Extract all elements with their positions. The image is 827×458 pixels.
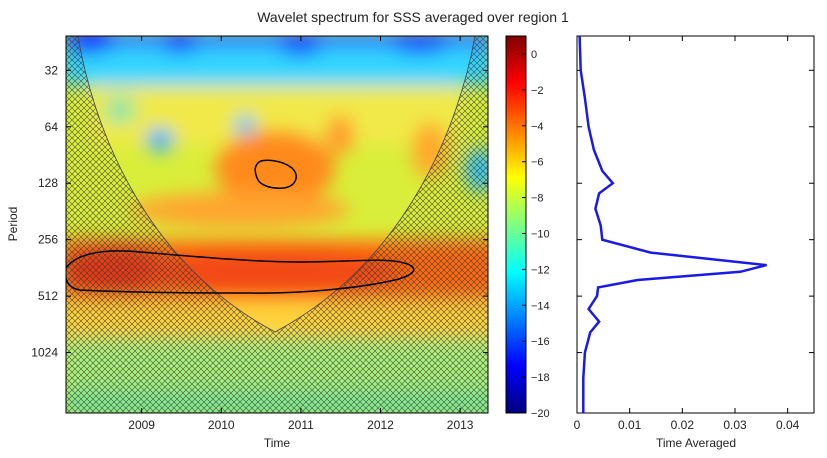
significance-contour-upper [254,159,297,189]
y-tick-label: 128 [38,176,58,190]
colorbar-gradient [505,35,527,414]
wavelet-panel: 2009 2010 2011 2012 2013 32 64 128 256 512 1024 T… [6,35,489,450]
y-tick-label: 32 [45,63,59,77]
x-tick-label: 2010 [208,418,235,432]
right-x-tick-label: 0.03 [723,418,747,432]
colorbar-tick-label: −10 [531,228,550,240]
y-tick-label: 64 [45,120,59,134]
x-tick-label: 2013 [447,418,474,432]
y-tick-label: 512 [38,289,58,303]
y-tick-label: 1024 [31,346,58,360]
colorbar-ticks: 0 −2 −4 −6 −8 −10 −12 −14 −16 −18 −20 [522,49,550,420]
chart-title: Wavelet spectrum for SSS averaged over r… [257,9,569,25]
colorbar-tick-label: −14 [531,300,550,312]
right-x-axis-ticks: 0 0.01 0.02 0.03 0.04 [574,36,800,432]
colorbar-tick-label: −2 [531,85,544,97]
right-x-tick-label: 0 [574,418,581,432]
colorbar: 0 −2 −4 −6 −8 −10 −12 −14 −16 −18 −20 [505,35,550,420]
right-x-tick-label: 0.04 [776,418,800,432]
colorbar-tick-label: −20 [531,408,550,420]
colorbar-tick-label: −6 [531,157,544,169]
colorbar-tick-label: −4 [531,121,544,133]
right-x-tick-label: 0.02 [671,418,695,432]
main-y-axis-ticks: 32 64 128 256 512 1024 [31,63,488,360]
colorbar-tick-label: −18 [531,372,550,384]
right-y-axis-ticks [577,69,814,354]
main-x-label: Time [264,436,291,450]
time-averaged-line [578,35,767,413]
cone-of-influence-line [77,36,476,333]
right-x-label: Time Averaged [656,436,736,450]
x-tick-label: 2009 [128,418,155,432]
x-tick-label: 2011 [288,418,314,432]
colorbar-tick-label: 0 [531,49,537,61]
cone-of-influence-left [66,36,488,413]
significance-contour-lower [66,250,415,294]
main-x-axis-ticks: 2009 2010 2011 2012 2013 [128,36,474,432]
colorbar-tick-label: −12 [531,264,550,276]
main-y-label: Period [6,207,20,242]
time-averaged-panel: 0 0.01 0.02 0.03 0.04 Time Averaged [574,35,815,450]
colorbar-tick-label: −8 [531,193,544,205]
x-tick-label: 2012 [367,418,394,432]
right-x-tick-label: 0.01 [618,418,642,432]
colorbar-tick-label: −16 [531,336,550,348]
y-tick-label: 256 [38,233,58,247]
